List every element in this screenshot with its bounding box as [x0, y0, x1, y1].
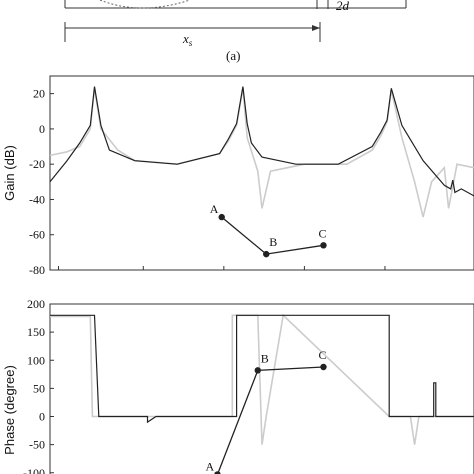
marker-point [218, 213, 225, 221]
y-tick-label: 100 [27, 353, 45, 367]
series-line [49, 88, 474, 218]
phase-plot-frame [49, 303, 474, 474]
y-tick-label: 0 [39, 410, 45, 424]
series-line [50, 314, 474, 424]
gap-dimension-label: 2d [336, 0, 350, 13]
marker-point [254, 367, 261, 374]
series-line [49, 86, 474, 197]
y-tick-label: 150 [27, 325, 45, 339]
y-tick-label: -20 [29, 157, 45, 171]
y-tick-label: -80 [29, 263, 45, 277]
y-tick-label: -50 [29, 438, 45, 452]
phase-axis-label: Phase (degree) [2, 365, 17, 455]
marker-point [214, 471, 221, 474]
phase-plot: 200 150 100 50 0 -50 -100 A B C Phase (degree) [2, 297, 474, 474]
marker-point [263, 250, 270, 258]
marker-curve [216, 366, 324, 474]
marker-point [320, 242, 327, 249]
gain-plot: 20 0 -20 -40 -60 -80 A B C Gain (dB) [2, 75, 474, 277]
y-tick-label: 50 [33, 381, 45, 395]
marker-point [320, 363, 327, 371]
y-tick-label: 20 [33, 87, 45, 101]
x-dimension-label: xs [182, 31, 193, 48]
y-tick-label: 200 [27, 297, 45, 311]
marker-label: B [269, 235, 277, 249]
y-tick-label: -100 [23, 466, 45, 474]
y-tick-label: 0 [39, 122, 45, 136]
y-tick-label: -60 [29, 228, 45, 242]
marker-label: A [205, 459, 214, 473]
gain-axis-label: Gain (dB) [2, 145, 17, 201]
subfigure-caption: (a) [226, 48, 240, 63]
schematic-fragment: 2d xs (a) [64, 0, 407, 63]
marker-label: A [210, 202, 219, 216]
marker-label: B [261, 351, 269, 365]
marker-label: C [318, 348, 326, 362]
gain-plot-frame [49, 75, 474, 271]
series-line [50, 313, 474, 445]
y-tick-label: -40 [29, 192, 45, 206]
marker-label: C [318, 226, 326, 240]
